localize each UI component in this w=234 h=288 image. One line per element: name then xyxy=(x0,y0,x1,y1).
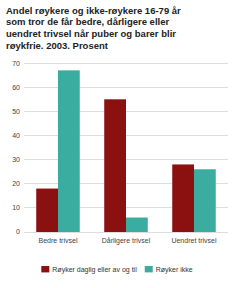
y-tick-label: 40 xyxy=(12,132,20,139)
title: Andel røykere og ikke-røykere 16-79 årso… xyxy=(6,5,181,52)
legend-label: Røyker ikke xyxy=(156,266,193,274)
y-tick-label: 70 xyxy=(12,60,20,67)
background xyxy=(0,0,234,288)
chart-container: Andel røykere og ikke-røykere 16-79 årso… xyxy=(0,0,234,288)
bar xyxy=(36,189,58,232)
bar xyxy=(126,218,148,232)
grid-line xyxy=(24,87,228,88)
legend: Røyker daglig eller av og til Røyker ikke xyxy=(41,266,192,274)
grid-line xyxy=(24,63,228,64)
bars xyxy=(36,70,216,232)
y-tick-label: 0 xyxy=(16,228,20,235)
y-tick-label: 20 xyxy=(12,180,20,187)
legend-swatch xyxy=(145,266,153,272)
x-tick-label: Uendret trivsel xyxy=(171,237,217,244)
y-tick-label: 60 xyxy=(12,84,20,91)
y-tick-label: 30 xyxy=(12,156,20,163)
bar xyxy=(104,99,126,232)
x-tick-label: Bedre trivsel xyxy=(39,237,78,244)
x-axis: Bedre trivsel Dårligere trivsel Uendret tr… xyxy=(39,237,217,245)
x-tick-label: Dårligere trivsel xyxy=(102,237,151,245)
bar xyxy=(172,164,194,232)
bar xyxy=(58,70,80,232)
y-tick-label: 10 xyxy=(12,204,20,211)
y-tick-label: 50 xyxy=(12,108,20,115)
bar xyxy=(194,169,216,232)
y-axis: 0 10 20 30 40 50 60 70 xyxy=(12,60,228,236)
legend-swatch xyxy=(41,266,49,272)
legend-label: Røyker daglig eller av og til xyxy=(52,266,137,274)
chart: Andel røykere og ikke-røykere 16-79 årso… xyxy=(0,0,234,288)
